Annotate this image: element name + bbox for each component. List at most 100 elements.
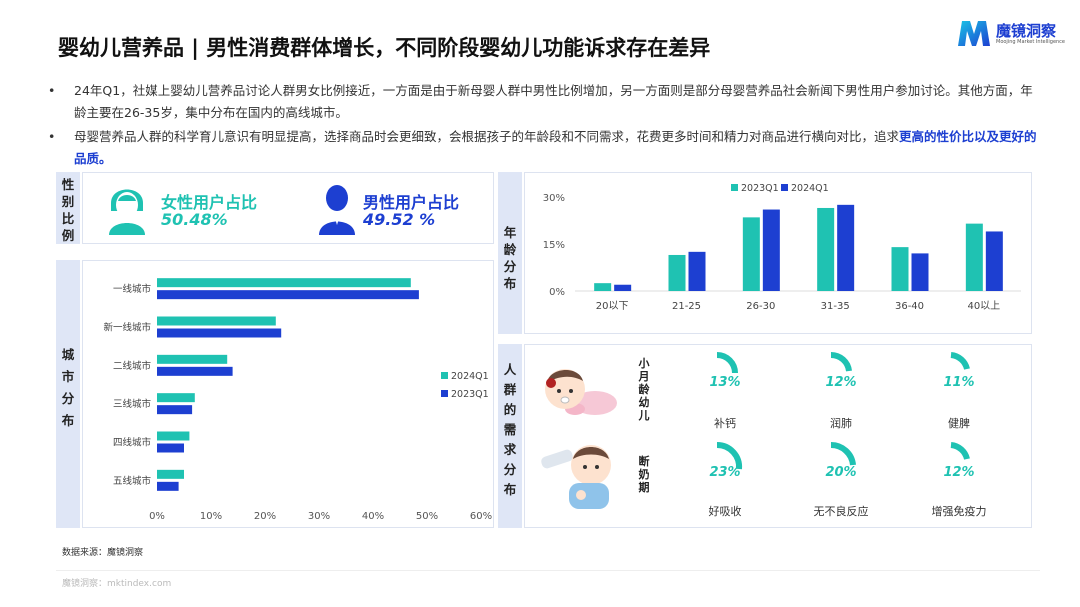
bar [157,443,184,453]
needs-side-label: 人群的需求分布 [503,362,517,497]
need-gauge [716,441,743,470]
stage-label-infant: 小月龄幼儿 [638,357,650,422]
watermark: 魔镜洞察：mktindex.com [62,579,172,589]
age-bar-chart: 0% 15% 30% 20以下 21-25 26-30 31-35 36-40 40以上 2023… [543,183,1021,312]
bullet-text: 母婴营养品人群的科学育儿意识有明显提高，选择商品时会更细致，会根据孩子的年龄段和… [74,129,900,144]
bar [688,251,706,291]
gender-sidebar: 性别比例 [56,172,80,244]
need-percent: 23% [709,465,741,480]
bar [985,231,1003,291]
x-tick-label: 50% [416,511,438,522]
y-tick-label: 0% [549,287,565,298]
bar [157,405,193,415]
logo: 魔镜洞察 Moojing Market Intelligence [956,18,1076,50]
bar [157,328,282,338]
need-gauge [830,351,852,372]
need-percent: 11% [943,375,975,390]
bullet-2: • 母婴营养品人群的科学育儿意识有明显提高，选择商品时会更细致，会根据孩子的年龄… [48,126,1038,170]
category-label: 二线城市 [113,360,152,372]
need-percent: 20% [825,465,857,480]
bar [911,253,929,291]
bar [157,316,276,326]
bar [614,284,632,291]
need-gauge [950,442,970,460]
legend-swatch [731,184,738,191]
legend-swatch [441,390,448,397]
need-name: 润肺 [830,417,852,430]
gender-side-label: 性别比例 [61,177,75,243]
bar [668,254,686,291]
category-label: 21-25 [672,301,701,312]
data-source: 数据来源：魔镜洞察 [62,548,144,558]
city-side-label: 城市分布 [61,347,75,428]
legend-label: 2024Q1 [791,183,829,194]
moojing-logo-icon [958,21,990,46]
bullet-marker: • [48,83,56,98]
stage-label-weaning: 断奶期 [638,455,650,494]
needs-panel: 小月龄幼儿 断奶期 13% 补钙 12% 润肺 11% 健脾 23% 好吸收 2… [524,344,1032,528]
category-label: 五线城市 [113,475,152,487]
bar [157,366,233,376]
need-name: 好吸收 [708,505,742,518]
footer-divider [56,570,1040,571]
city-sidebar: 城市分布 [56,260,80,528]
gender-panel: 女性用户占比 50.48% 男性用户占比 49.52 % [82,172,494,244]
x-tick-label: 0% [149,511,165,522]
need-gauge [830,441,856,466]
y-tick-label: 15% [543,240,565,251]
female-label: 女性用户占比 [161,193,258,212]
bottle-baby-icon [541,445,611,509]
bar [837,204,855,291]
bar [762,209,780,291]
bar [157,393,195,403]
bar [742,217,760,291]
y-tick-label: 30% [543,193,565,204]
legend-label: 2024Q1 [451,371,489,382]
legend-label: 2023Q1 [451,389,489,400]
bar [157,481,179,491]
category-label: 40以上 [967,300,1000,312]
category-label: 新一线城市 [103,322,151,334]
need-percent: 12% [825,375,857,390]
bar [157,431,190,441]
category-label: 一线城市 [113,283,152,295]
category-label: 三线城市 [113,398,152,410]
need-name: 健脾 [948,417,970,430]
age-sidebar: 年龄分布 [498,172,522,334]
bar [965,223,983,291]
x-tick-label: 10% [200,511,222,522]
logo-tagline: Moojing Market Intelligence [996,39,1066,45]
female-value: 50.48% [161,210,228,229]
legend-swatch [441,372,448,379]
female-user-icon [109,189,145,235]
bullet-1: • 24年Q1，社媒上婴幼儿营养品讨论人群男女比例接近，一方面是由于新母婴人群中… [48,80,1038,124]
x-tick-label: 60% [470,511,492,522]
need-percent: 12% [943,465,975,480]
need-gauge [950,352,970,370]
bar [157,469,184,479]
crawling-baby-icon [545,369,617,415]
bullet-marker: • [48,129,56,144]
x-tick-label: 40% [362,511,384,522]
legend-swatch [781,184,788,191]
bar [594,283,612,291]
category-label: 20以下 [596,301,629,312]
bar [157,354,228,364]
bar [157,278,411,288]
needs-sidebar: 人群的需求分布 [498,344,522,528]
need-name: 增强免疫力 [931,505,987,518]
age-panel: 0% 15% 30% 20以下 21-25 26-30 31-35 36-40 40以上 2023… [524,172,1032,334]
page-title: 婴幼儿营养品 | 男性消费群体增长，不同阶段婴幼儿功能诉求存在差异 [58,36,711,60]
male-value: 49.52 % [363,210,436,229]
category-label: 36-40 [895,301,924,312]
bar [891,247,909,291]
city-panel: 0% 10% 20% 30% 40% 50% 60% 一线城市新一线城市二线城市三线城市四线城… [82,260,494,528]
bullet-highlight: 更高的性价比以及更好的品质。 [74,129,1037,166]
city-bar-chart: 0% 10% 20% 30% 40% 50% 60% 一线城市新一线城市二线城市三线城市四线城… [103,278,492,522]
category-label: 31-35 [821,301,850,312]
category-label: 四线城市 [113,437,152,449]
x-tick-label: 20% [254,511,276,522]
male-label: 男性用户占比 [363,193,460,212]
bar [817,207,835,291]
x-tick-label: 30% [308,511,330,522]
